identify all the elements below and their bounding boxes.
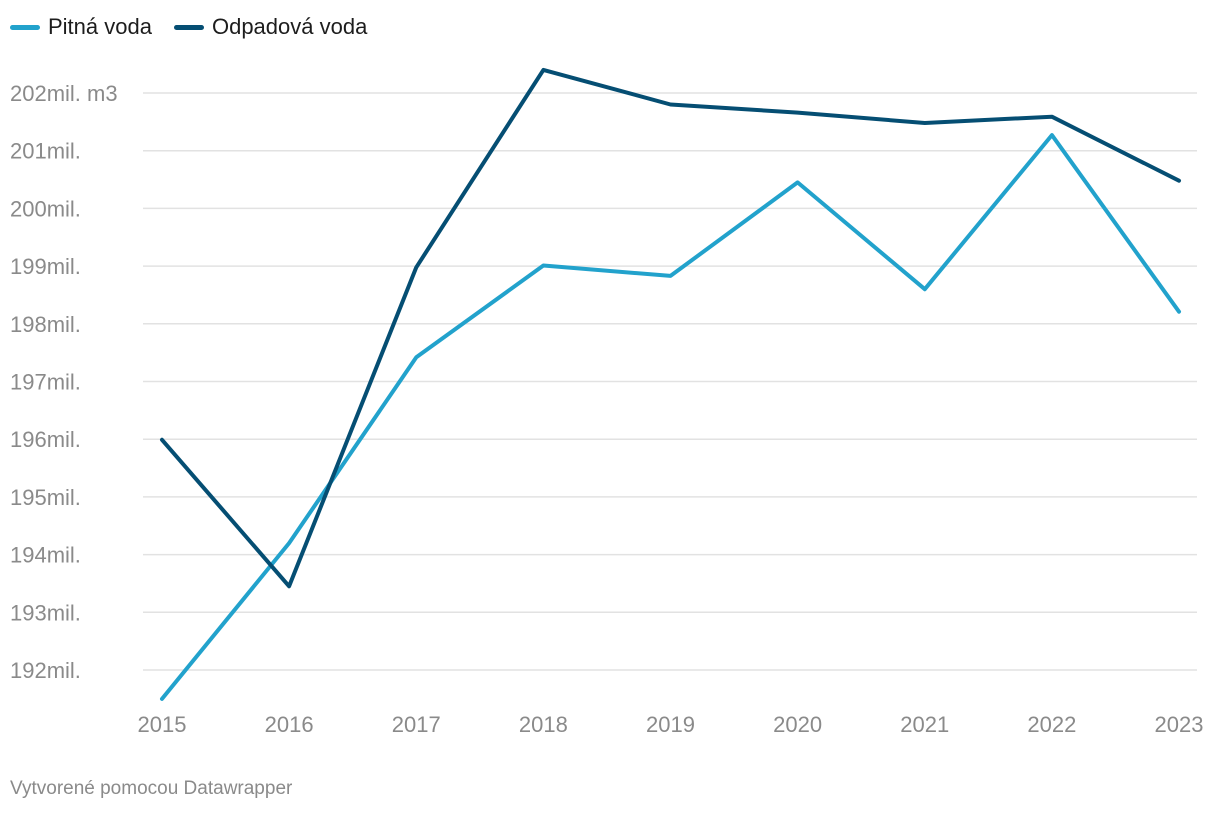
data-series: [160, 67, 1181, 701]
legend-item-pitna-voda: Pitná voda: [10, 14, 152, 40]
legend-label-odpadova-voda: Odpadová voda: [211, 14, 368, 39]
y-tick-label-199: 199mil.: [10, 254, 81, 279]
legend-swatch-pitna-voda: [10, 24, 40, 30]
y-tick-label-201: 201mil.: [10, 139, 81, 164]
x-axis: 2015 2016 2017 2018 2019 2020 2021 2022 2023: [138, 712, 1204, 737]
grid-lines: [143, 92, 1197, 671]
legend-label-pitna-voda: Pitná voda: [48, 14, 152, 39]
x-tick-label-2020: 2020: [773, 712, 822, 737]
legend-swatch-odpadova-voda: [173, 24, 204, 30]
y-axis: 192mil. 193mil. 194mil. 195mil. 196mil. 197mi…: [10, 81, 118, 683]
chart-credit: Vytvorené pomocou Datawrapper: [10, 778, 293, 799]
y-tick-label-194: 194mil.: [10, 543, 81, 568]
y-tick-label-200: 200mil.: [10, 196, 81, 221]
x-tick-label-2021: 2021: [900, 712, 949, 737]
x-tick-label-2016: 2016: [265, 712, 314, 737]
chart-legend: Pitná voda Odpadová voda: [10, 14, 367, 40]
x-tick-label-2023: 2023: [1155, 712, 1204, 737]
series-line-pitna-voda: [160, 133, 1181, 701]
legend-item-odpadova-voda: Odpadová voda: [173, 14, 368, 40]
y-tick-label-193: 193mil.: [10, 600, 81, 625]
y-tick-label-196: 196mil.: [10, 427, 81, 452]
y-tick-label-198: 198mil.: [10, 312, 81, 337]
y-tick-label-192: 192mil.: [10, 658, 81, 683]
x-tick-label-2022: 2022: [1027, 712, 1076, 737]
x-tick-label-2018: 2018: [519, 712, 568, 737]
x-tick-label-2017: 2017: [392, 712, 441, 737]
y-tick-label-202: 202mil. m3: [10, 81, 118, 106]
series-line-odpadova-voda: [160, 67, 1181, 589]
x-tick-label-2019: 2019: [646, 712, 695, 737]
y-tick-label-197: 197mil.: [10, 370, 81, 395]
y-tick-label-195: 195mil.: [10, 485, 81, 510]
x-tick-label-2015: 2015: [138, 712, 187, 737]
